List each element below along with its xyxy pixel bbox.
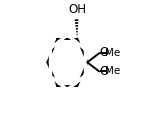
Text: Me: Me: [105, 48, 121, 58]
Text: O: O: [100, 65, 109, 78]
Text: O: O: [100, 46, 109, 59]
Text: Me: Me: [105, 66, 121, 76]
Text: OH: OH: [68, 3, 86, 16]
